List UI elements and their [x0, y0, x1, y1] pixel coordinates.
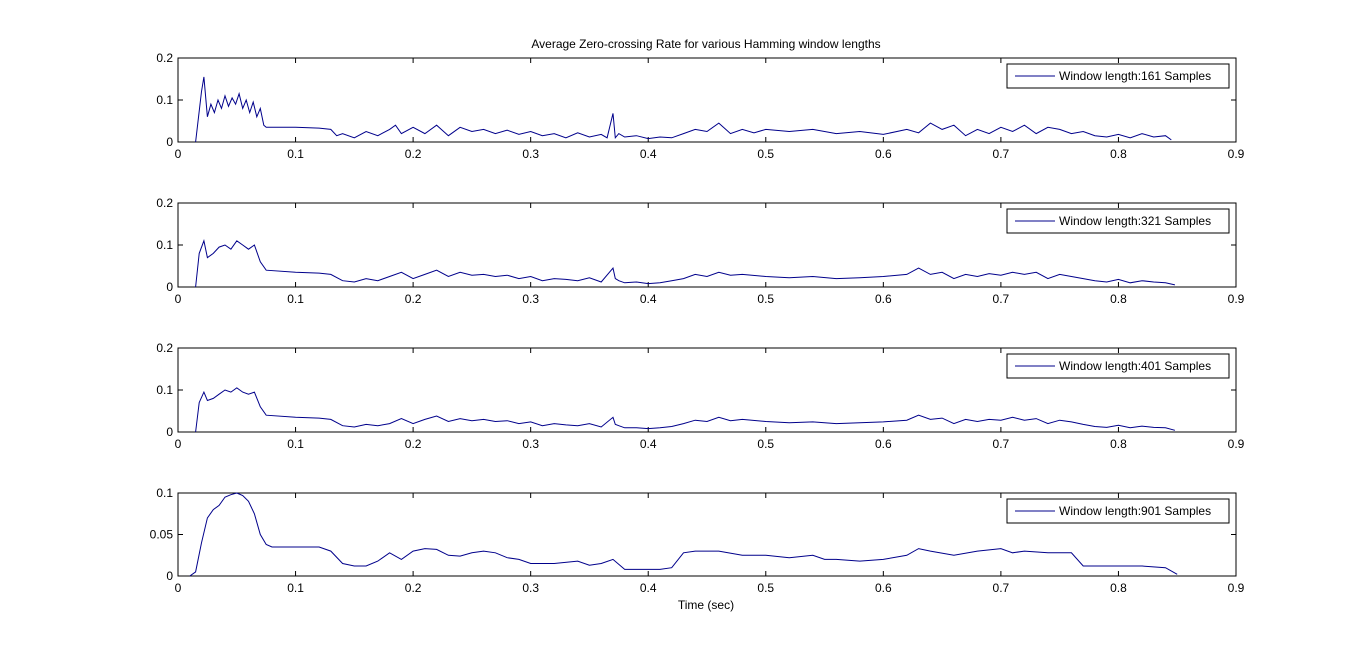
legend: Window length:901 Samples [1006, 498, 1230, 524]
y-tick-label: 0 [166, 569, 173, 583]
x-tick-label: 0.6 [875, 292, 892, 306]
x-tick-label: 0.7 [993, 437, 1010, 451]
legend-label: Window length:161 Samples [1059, 69, 1211, 83]
x-tick-label: 0.3 [522, 581, 539, 595]
x-tick-label: 0.6 [875, 581, 892, 595]
legend-label: Window length:321 Samples [1059, 214, 1211, 228]
y-tick-label: 0.1 [156, 93, 173, 107]
x-tick-label: 0.3 [522, 292, 539, 306]
x-tick-label: 0.5 [757, 437, 774, 451]
x-tick-label: 0 [175, 437, 182, 451]
x-tick-label: 0.5 [757, 581, 774, 595]
x-tick-label: 0.1 [287, 292, 304, 306]
subplot-2: 0 0.1 0.2 0.3 0.4 0.5 0.6 0.7 0.8 0.9 0 0.1 0.2 Windo… [156, 196, 1244, 306]
series-line [189, 492, 1178, 577]
series-line [195, 387, 1176, 433]
x-tick-label: 0 [175, 147, 182, 161]
y-tick-label: 0.2 [156, 341, 173, 355]
x-tick-label: 0.1 [287, 581, 304, 595]
x-tick-label: 0.4 [640, 147, 657, 161]
y-tick-label: 0.2 [156, 51, 173, 65]
x-tick-label: 0.8 [1110, 147, 1127, 161]
y-tick-label: 0.1 [156, 486, 173, 500]
x-tick-label: 0.4 [640, 292, 657, 306]
legend-label: Window length:401 Samples [1059, 359, 1211, 373]
y-tick-label: 0.2 [156, 196, 173, 210]
x-tick-label: 0 [175, 581, 182, 595]
y-tick-label: 0 [166, 135, 173, 149]
x-tick-label: 0.6 [875, 147, 892, 161]
x-tick-label: 0.2 [405, 147, 422, 161]
x-tick-label: 0.8 [1110, 437, 1127, 451]
x-tick-label: 0.5 [757, 147, 774, 161]
x-tick-label: 0.7 [993, 292, 1010, 306]
legend-box [1006, 353, 1230, 379]
subplot-3: 0 0.1 0.2 0.3 0.4 0.5 0.6 0.7 0.8 0.9 0 0.1 0.2 Windo… [156, 341, 1244, 451]
legend-label: Window length:901 Samples [1059, 504, 1211, 518]
y-tick-label: 0 [166, 425, 173, 439]
x-axis-label: Time (sec) [678, 598, 734, 612]
subplot-4: 0 0.1 0.2 0.3 0.4 0.5 0.6 0.7 0.8 0.9 0 0.05 0.1 Wind… [150, 486, 1245, 595]
axes-container: 0 0.1 0.2 0.3 0.4 0.5 0.6 0.7 0.8 0.9 0 0.1 0.2 Windo… [150, 51, 1245, 595]
x-tick-label: 0.3 [522, 147, 539, 161]
x-tick-label: 0.2 [405, 437, 422, 451]
legend: Window length:321 Samples [1006, 208, 1230, 234]
figure-title: Average Zero-crossing Rate for various H… [531, 37, 880, 51]
x-tick-label: 0.9 [1228, 581, 1245, 595]
series-line [195, 239, 1176, 288]
x-tick-label: 0.1 [287, 437, 304, 451]
y-tick-label: 0.05 [150, 528, 174, 542]
y-tick-label: 0.1 [156, 383, 173, 397]
x-tick-label: 0.2 [405, 581, 422, 595]
subplot-1: 0 0.1 0.2 0.3 0.4 0.5 0.6 0.7 0.8 0.9 0 0.1 0.2 Windo… [156, 51, 1244, 161]
y-tick-label: 0 [166, 280, 173, 294]
x-tick-label: 0.8 [1110, 292, 1127, 306]
x-tick-label: 0.1 [287, 147, 304, 161]
legend: Window length:401 Samples [1006, 353, 1230, 379]
x-tick-label: 0.6 [875, 437, 892, 451]
legend: Window length:161 Samples [1006, 63, 1230, 89]
x-tick-label: 0.7 [993, 147, 1010, 161]
x-tick-label: 0 [175, 292, 182, 306]
x-tick-label: 0.3 [522, 437, 539, 451]
x-tick-label: 0.4 [640, 581, 657, 595]
x-tick-label: 0.8 [1110, 581, 1127, 595]
y-tick-label: 0.1 [156, 238, 173, 252]
x-tick-label: 0.7 [993, 581, 1010, 595]
x-tick-label: 0.4 [640, 437, 657, 451]
series-line [195, 76, 1172, 143]
x-tick-label: 0.5 [757, 292, 774, 306]
x-tick-label: 0.9 [1228, 437, 1245, 451]
x-tick-label: 0.2 [405, 292, 422, 306]
x-tick-label: 0.9 [1228, 292, 1245, 306]
x-tick-label: 0.9 [1228, 147, 1245, 161]
